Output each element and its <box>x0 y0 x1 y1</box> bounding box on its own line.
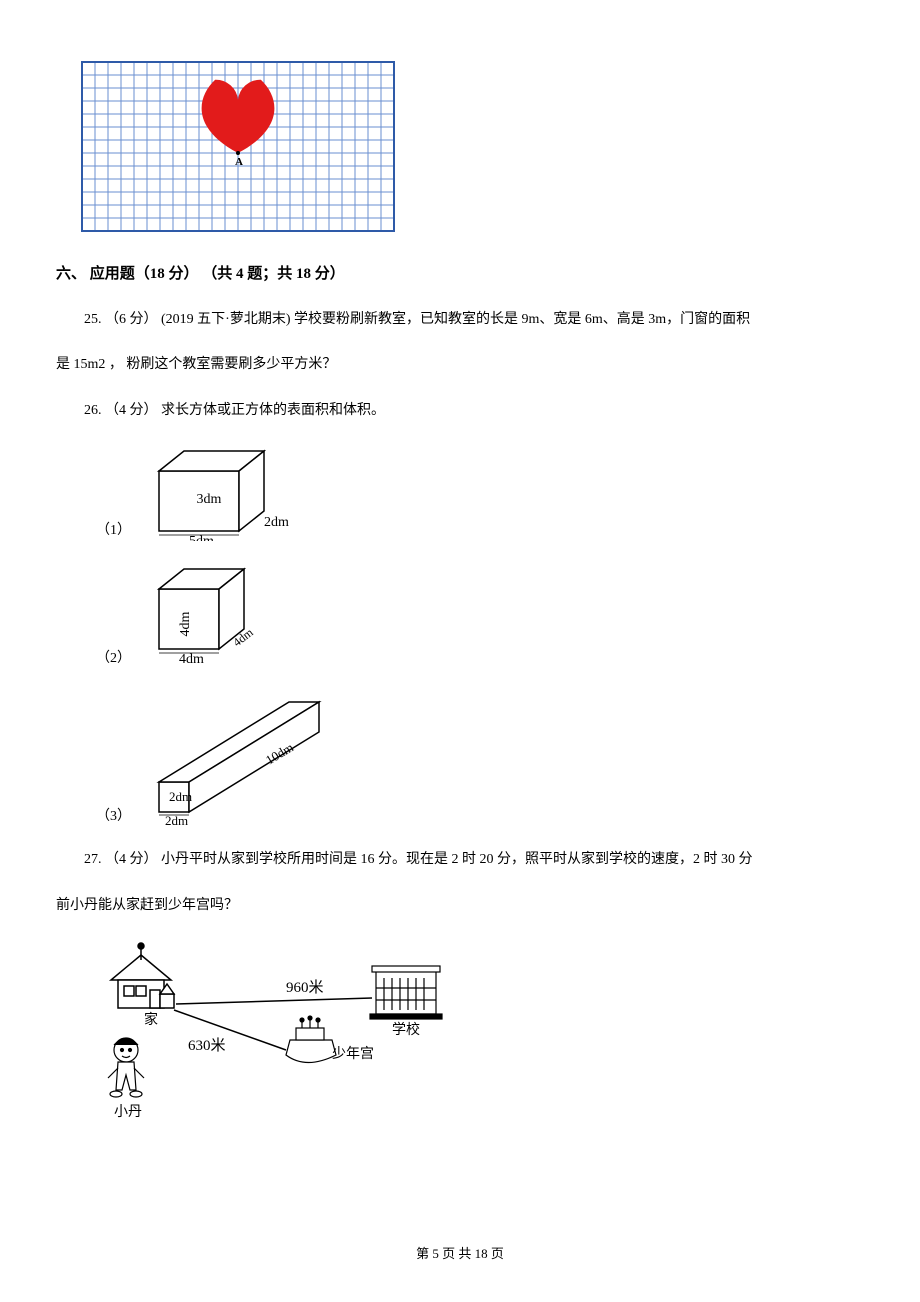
page-footer: 第 5 页 共 18 页 <box>0 1243 920 1262</box>
q26-sub3-label: （3） <box>96 805 131 827</box>
dim-h: 2dm <box>169 789 192 804</box>
label-home: 家 <box>144 1011 158 1028</box>
palace-icon <box>286 1016 336 1063</box>
question-27-line1: 27. （4 分） 小丹平时从家到学校所用时间是 16 分。现在是 2 时 20… <box>56 845 864 874</box>
question-25-line2: 是 15m2 ， 粉刷这个教室需要刷多少平方米？ <box>56 350 864 379</box>
q26-sub2-row: （2） 4dm 4dm 4dm <box>96 559 864 669</box>
q26-sub3-row: （3） 2dm 10dm 2dm <box>96 687 864 827</box>
label-person: 小丹 <box>114 1104 142 1120</box>
q26-sub2-label: （2） <box>96 647 131 669</box>
cuboid-2-10-2: 2dm 10dm 2dm <box>139 687 349 827</box>
heart-grid-figure: A <box>80 60 864 238</box>
house-icon <box>111 943 174 1008</box>
q26-sub1-label: （1） <box>96 519 131 541</box>
route-map: 家 学校 少年宫 <box>96 940 456 1130</box>
line-home-school <box>176 998 372 1004</box>
dist-palace: 630米 <box>188 1037 226 1054</box>
label-school: 学校 <box>392 1021 420 1038</box>
dim-h: 3dm <box>197 492 222 507</box>
dim-w: 2dm <box>264 515 289 530</box>
grid-svg: A <box>80 60 396 233</box>
cuboid-5-2-3: 3dm 2dm 5dm <box>139 441 299 541</box>
question-25-line1: 25. （6 分） (2019 五下·萝北期末) 学校要粉刷新教室，已知教室的长… <box>56 305 864 334</box>
question-26: 26. （4 分） 求长方体或正方体的表面积和体积。 <box>56 396 864 425</box>
label-palace: 少年宫 <box>332 1046 374 1062</box>
dim-l: 4dm <box>179 652 204 667</box>
school-icon <box>370 966 442 1019</box>
section-heading: 六、 应用题（18 分） （共 4 题；共 18 分） <box>56 262 864 283</box>
person-icon <box>108 1038 144 1097</box>
dim-h: 4dm <box>178 612 193 637</box>
svg-text:A: A <box>235 156 243 168</box>
section-title: 应用题（18 分） （共 4 题；共 18 分） <box>90 266 345 282</box>
dist-school: 960米 <box>286 979 324 996</box>
q26-sub1-row: （1） 3dm 2dm 5dm <box>96 441 864 541</box>
section-number: 六、 <box>56 266 86 282</box>
q27-figure: 家 学校 少年宫 <box>96 940 864 1135</box>
cube-4: 4dm 4dm 4dm <box>139 559 279 669</box>
question-27-line2: 前小丹能从家赶到少年宫吗？ <box>56 891 864 920</box>
